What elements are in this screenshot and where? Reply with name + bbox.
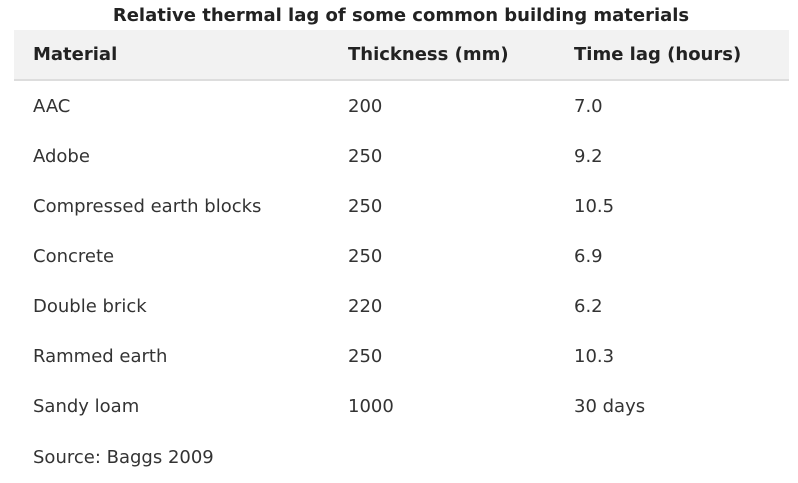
table-header-row: Material Thickness (mm) Time lag (hours) xyxy=(14,30,789,81)
source-note: Source: Baggs 2009 xyxy=(33,446,214,468)
time-lag-cell: 7.0 xyxy=(574,95,603,117)
material-cell: Concrete xyxy=(33,245,115,267)
material-cell: Compressed earth blocks xyxy=(33,195,262,217)
thickness-cell: 200 xyxy=(348,95,383,117)
thickness-cell: 220 xyxy=(348,295,383,317)
table-row: Double brick 220 6.2 xyxy=(14,281,789,331)
header-time-lag: Time lag (hours) xyxy=(574,44,742,65)
table-caption: Relative thermal lag of some common buil… xyxy=(112,5,690,26)
header-material: Material xyxy=(33,44,118,65)
header-thickness: Thickness (mm) xyxy=(348,44,509,65)
material-cell: Double brick xyxy=(33,295,147,317)
time-lag-cell: 10.3 xyxy=(574,345,615,367)
table-row: Rammed earth 250 10.3 xyxy=(14,331,789,381)
time-lag-cell: 9.2 xyxy=(574,145,603,167)
thickness-cell: 250 xyxy=(348,195,383,217)
table-row: Compressed earth blocks 250 10.5 xyxy=(14,181,789,231)
time-lag-cell: 6.2 xyxy=(574,295,603,317)
thickness-cell: 1000 xyxy=(348,395,394,417)
table-row: Concrete 250 6.9 xyxy=(14,231,789,281)
material-cell: AAC xyxy=(33,95,71,117)
table-row: Adobe 250 9.2 xyxy=(14,131,789,181)
material-cell: Rammed earth xyxy=(33,345,168,367)
table-row: Sandy loam 1000 30 days xyxy=(14,381,789,431)
material-cell: Sandy loam xyxy=(33,395,140,417)
thickness-cell: 250 xyxy=(348,145,383,167)
time-lag-cell: 10.5 xyxy=(574,195,615,217)
material-cell: Adobe xyxy=(33,145,90,167)
thickness-cell: 250 xyxy=(348,345,383,367)
thermal-lag-table: Material Thickness (mm) Time lag (hours)… xyxy=(14,30,789,431)
time-lag-cell: 6.9 xyxy=(574,245,603,267)
thickness-cell: 250 xyxy=(348,245,383,267)
table-row: AAC 200 7.0 xyxy=(14,81,789,131)
time-lag-cell: 30 days xyxy=(574,395,646,417)
